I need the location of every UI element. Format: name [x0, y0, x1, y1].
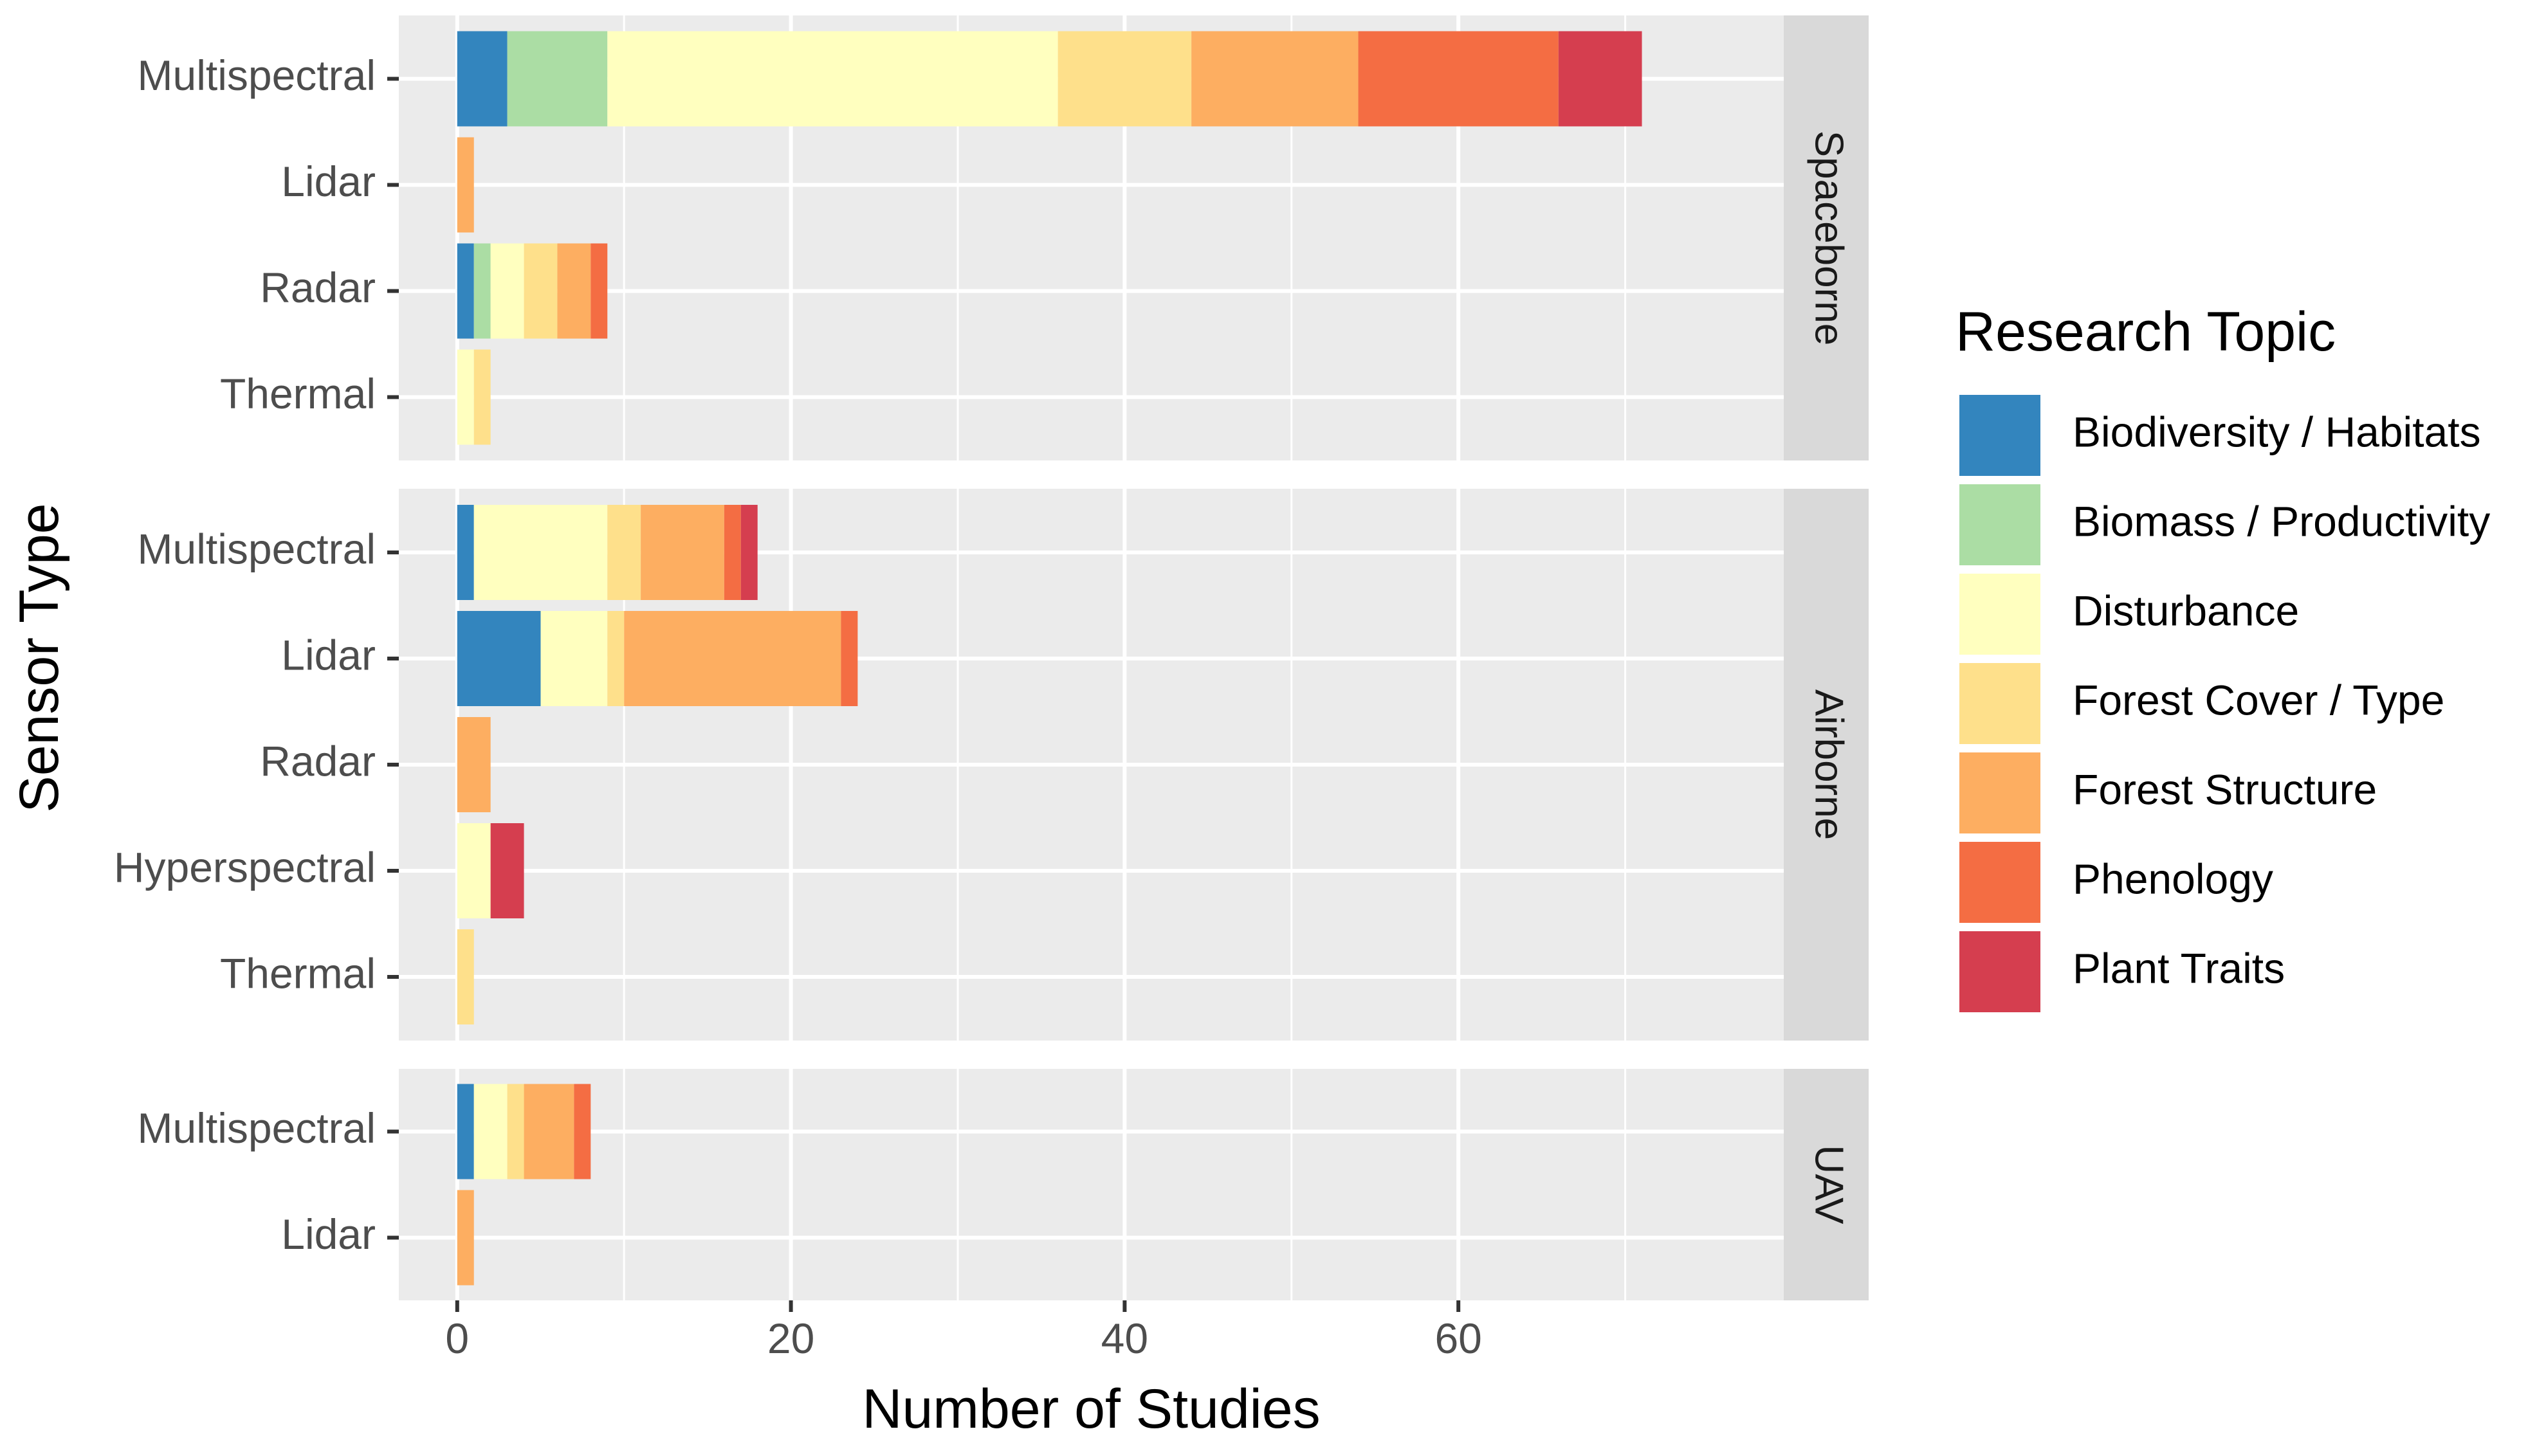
y-axis-title: Sensor Type [8, 503, 70, 812]
bar-segment [524, 1084, 574, 1179]
bar-segment [607, 505, 641, 600]
x-tick-label: 20 [767, 1315, 814, 1362]
y-tick-label: Thermal [220, 949, 376, 997]
bar-segment [457, 243, 474, 339]
bar-segment [473, 243, 491, 339]
y-tick-label: Thermal [220, 370, 376, 417]
facet-strip-label: Spaceborne [1807, 131, 1851, 345]
legend-label: Phenology [2073, 855, 2273, 902]
bar-segment [540, 611, 608, 706]
bar-segment [624, 611, 841, 706]
facet-strip [1784, 489, 1869, 1041]
legend-title: Research Topic [1955, 301, 2336, 363]
bar-segment [507, 31, 608, 127]
y-tick-label: Radar [260, 737, 376, 785]
facet-strip [1784, 15, 1869, 460]
y-tick-label: Radar [260, 264, 376, 311]
bar-segment [457, 929, 474, 1024]
bar-segment [574, 1084, 591, 1179]
legend-swatch [1957, 482, 2043, 568]
legend-label: Disturbance [2073, 587, 2299, 634]
bar-segment [841, 611, 858, 706]
legend-swatch [1957, 750, 2043, 836]
y-tick-label: Multispectral [138, 525, 376, 572]
legend-label: Plant Traits [2073, 944, 2285, 992]
x-tick-label: 0 [445, 1315, 469, 1362]
facet-strip [1784, 1069, 1869, 1300]
bar-segment [490, 243, 524, 339]
bar-segment [457, 1084, 474, 1179]
legend-swatch [1957, 929, 2043, 1015]
bar-segment [457, 505, 474, 600]
x-tick-label: 40 [1101, 1315, 1148, 1362]
bar-segment [457, 611, 541, 706]
bar-segment [457, 137, 474, 233]
bar-segment [724, 505, 741, 600]
bar-segment [473, 349, 491, 445]
bar-segment [1058, 31, 1192, 127]
y-tick-label: Multispectral [138, 51, 376, 99]
bar-segment [524, 243, 558, 339]
facet-strip-label: UAV [1807, 1145, 1851, 1225]
bar-segment [507, 1084, 524, 1179]
y-tick-label: Hyperspectral [114, 843, 376, 891]
x-tick-label: 60 [1434, 1315, 1481, 1362]
bar-segment [473, 505, 608, 600]
y-tick-label: Lidar [281, 158, 376, 205]
bar-segment [457, 31, 508, 127]
bar-segment [1191, 31, 1359, 127]
legend-label: Biodiversity / Habitats [2073, 408, 2481, 455]
bar-segment [457, 823, 491, 918]
legend-label: Forest Structure [2073, 765, 2377, 813]
y-tick-label: Multispectral [138, 1104, 376, 1152]
y-tick-label: Lidar [281, 631, 376, 678]
bar-segment [740, 505, 758, 600]
bar-segment [457, 717, 491, 812]
legend-label: Biomass / Productivity [2073, 497, 2490, 545]
bar-segment [457, 349, 474, 445]
y-tick-label: Lidar [281, 1210, 376, 1258]
panel-background [399, 1069, 1784, 1300]
facet-strip-label: Airborne [1807, 689, 1851, 840]
bar-segment [557, 243, 591, 339]
bar-segment [1558, 31, 1642, 127]
legend-swatch [1957, 660, 2043, 747]
bar-segment [607, 31, 1058, 127]
legend-swatch [1957, 839, 2043, 925]
bar-segment [607, 611, 625, 706]
bar-segment [641, 505, 724, 600]
bar-segment [473, 1084, 508, 1179]
legend-swatch [1957, 392, 2043, 478]
bar-segment [1358, 31, 1559, 127]
legend-swatch [1957, 571, 2043, 657]
bar-segment [490, 823, 524, 918]
x-axis-title: Number of Studies [862, 1378, 1320, 1440]
bar-segment [457, 1190, 474, 1286]
bar-segment [591, 243, 608, 339]
legend-label: Forest Cover / Type [2073, 676, 2444, 723]
